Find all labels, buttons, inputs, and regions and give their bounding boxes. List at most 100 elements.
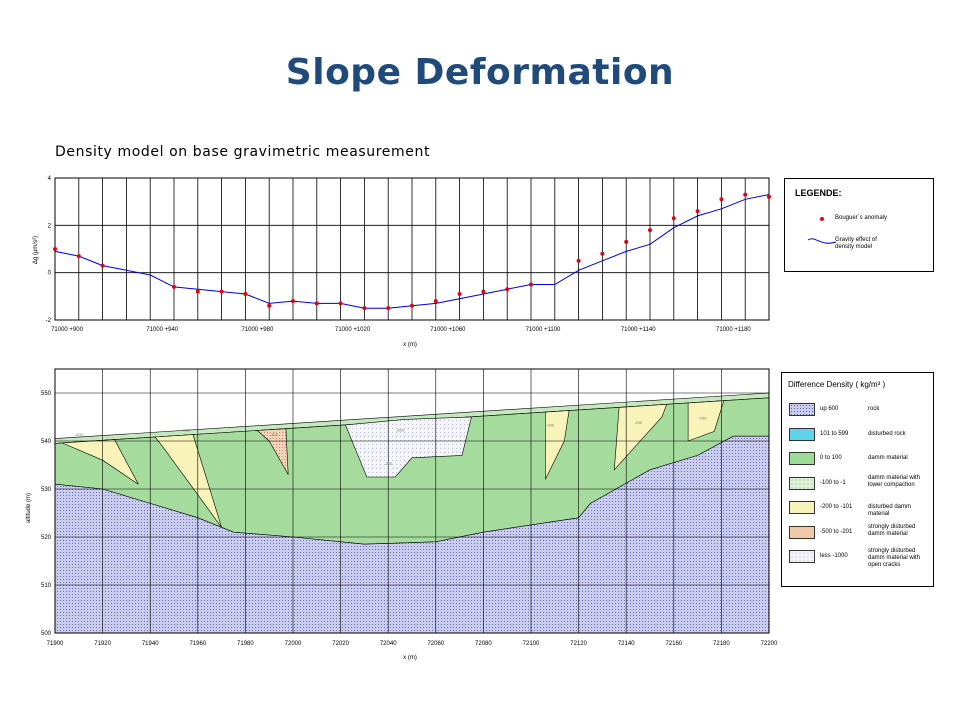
upper-chart-title: Density model on base gravimetric measur…: [55, 144, 431, 160]
bouguer-point: [195, 289, 200, 294]
bouguer-point: [338, 301, 343, 306]
lower-x-tick-label: 71940: [142, 641, 159, 647]
lower-chart: 500 510 520 530 540 550 71900 71920 71940 71960 71…: [26, 368, 778, 661]
bouguer-marker-icon: [820, 217, 824, 221]
lower-x-tick-label: 72080: [475, 641, 492, 647]
lower-x-tick-label: 71920: [94, 641, 111, 647]
bouguer-point: [433, 299, 438, 304]
legend-swatch: [789, 452, 815, 465]
zone-density-label: -200: [634, 420, 643, 425]
upper-grid: [54, 177, 770, 321]
zone-density-label: -200: [396, 427, 405, 432]
lower-x-tick-label: 72060: [427, 641, 444, 647]
lower-y-tick-label: 510: [41, 583, 52, 589]
density-zone: [344, 416, 472, 478]
lower-x-tick-label: 72020: [332, 641, 349, 647]
legend-range: -200 to -101: [820, 504, 853, 510]
bouguer-point: [505, 287, 510, 292]
lower-x-tick-label: 71900: [47, 641, 64, 647]
lower-layers: [54, 392, 770, 634]
bouguer-point: [386, 306, 391, 311]
upper-y-axis-label: Δg (μm/s²): [33, 236, 39, 264]
upper-x-tick-label: 71000 +1180: [716, 327, 751, 333]
upper-x-tick-label: 71000 +940: [146, 327, 179, 333]
zone-density-label: -300: [270, 432, 279, 437]
zone-density-label: -200: [75, 432, 84, 437]
lower-ticks: 500 510 520 530 540 550 71900 71920 71940 71960 71…: [41, 391, 778, 647]
bouguer-point: [100, 263, 105, 268]
legend-description: rock: [868, 406, 880, 412]
upper-x-tick-label: 71000 +1100: [526, 327, 561, 333]
legend-range: up 600: [820, 406, 839, 412]
zone-density-label: -200: [384, 461, 393, 466]
bouguer-point: [267, 303, 272, 308]
lower-y-tick-label: 500: [41, 631, 52, 637]
lower-x-axis-label: x (m): [403, 655, 417, 661]
lower-plot-frame: [54, 368, 770, 634]
bouguer-points: [53, 192, 771, 311]
upper-y-tick-label: -2: [46, 318, 52, 324]
density-zone: [154, 434, 222, 528]
slide-title: Slope Deformation: [285, 52, 675, 93]
density-zone: [613, 403, 668, 471]
bouguer-point: [291, 299, 295, 304]
upper-y-tick-label: 2: [48, 223, 52, 229]
legend-swatch: [789, 550, 815, 563]
bouguer-point: [719, 197, 724, 202]
bouguer-point: [767, 194, 771, 199]
lower-grid: [54, 368, 770, 634]
lower-x-tick-label: 72000: [285, 641, 302, 647]
bouguer-point: [481, 289, 486, 294]
upper-x-tick-label: 71000 +1060: [430, 327, 466, 333]
lower-legend-title: Difference Density ( kg/m³ ): [788, 380, 886, 389]
gravity-line-icon: [807, 238, 837, 244]
upper-x-tick-label: 71000 +900: [51, 327, 84, 333]
legend-description: strongly disturbed damm material with op…: [868, 548, 921, 568]
upper-legend-title: LEGENDE:: [795, 188, 842, 198]
upper-y-tick-label: 0: [48, 271, 52, 277]
zone-density-label: -200: [182, 427, 191, 432]
bouguer-point: [457, 291, 462, 296]
legend-description: disturbed rock: [868, 430, 906, 437]
upper-x-axis-label: x (m): [403, 342, 417, 348]
legend-description: damm material: [868, 455, 908, 461]
bouguer-point: [648, 228, 652, 233]
lower-x-tick-label: 72200: [761, 641, 778, 647]
legend-swatch: [789, 525, 815, 539]
upper-legend: LEGENDE: Bouguer`s anomaly Gravity effec…: [784, 178, 934, 272]
legend-range: -500 to -201: [820, 528, 853, 535]
lower-x-tick-label: 72100: [523, 641, 540, 647]
density-zone: [256, 428, 289, 475]
legend-description: disturbed damm material: [868, 504, 912, 517]
bouguer-point: [743, 192, 748, 197]
bouguer-point: [410, 303, 414, 308]
bouguer-point: [314, 301, 319, 306]
upper-y-tick-label: 4: [48, 176, 52, 182]
upper-x-tick-label: 71000 +1140: [621, 327, 656, 333]
lower-x-tick-label: 72040: [380, 641, 397, 647]
legend-swatch: [789, 501, 815, 514]
bouguer-point: [76, 254, 81, 259]
lower-y-axis-label: altitude (m): [26, 493, 32, 523]
bouguer-point: [671, 216, 676, 221]
lower-x-tick-label: 71960: [189, 641, 206, 647]
legend-range: less -1000: [820, 553, 848, 559]
lower-y-tick-label: 530: [41, 487, 52, 493]
upper-x-tick-label: 71000 +980: [241, 327, 274, 333]
bouguer-point: [576, 258, 581, 263]
bouguer-point: [219, 289, 224, 294]
legend-swatch: [789, 403, 815, 416]
bouguer-point: [243, 291, 248, 296]
lower-y-tick-label: 520: [41, 535, 52, 541]
zone-density-label: -200: [698, 415, 707, 420]
upper-chart: -2 0 2 4 71000 +900 71000 +940 71000 +980 71000…: [33, 176, 771, 348]
upper-ticks: -2 0 2 4 71000 +900 71000 +940 71000 +980 71000…: [46, 176, 752, 333]
legend-swatch: [789, 476, 815, 490]
zone-density-label: -200: [546, 423, 555, 428]
lower-x-tick-label: 72120: [570, 641, 587, 647]
bouguer-point: [624, 239, 629, 244]
lower-y-tick-label: 540: [41, 439, 52, 445]
legend-description: strongly disturbed damm material: [868, 523, 916, 537]
lower-y-tick-label: 550: [41, 391, 52, 397]
legend-item-bouguer: Bouguer`s anomaly: [835, 215, 888, 221]
